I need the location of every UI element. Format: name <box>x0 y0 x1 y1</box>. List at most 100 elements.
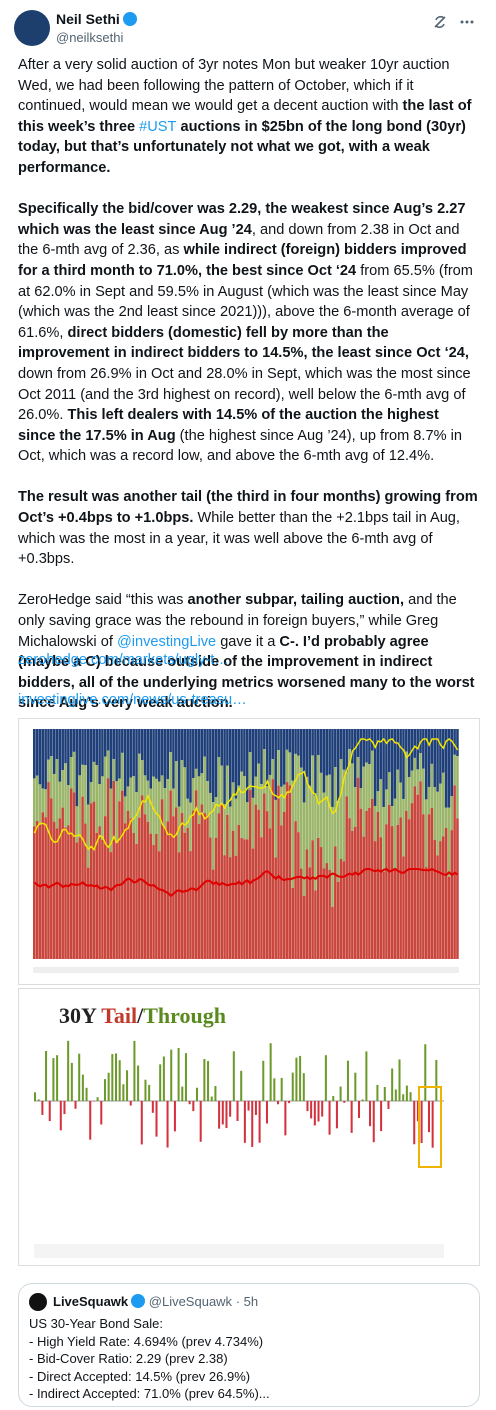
image-bar <box>345 729 348 772</box>
image-bar <box>362 766 365 837</box>
image-bar <box>353 826 357 959</box>
image-bar <box>38 729 42 785</box>
image-bar <box>246 802 249 840</box>
tweet-text: After a very solid auction of 3yr notes … <box>18 55 480 735</box>
image-bar <box>101 776 104 840</box>
image-bar <box>95 765 99 833</box>
image-bar <box>64 763 67 828</box>
image-bar <box>382 729 385 808</box>
image-bar <box>200 773 204 805</box>
image-bar <box>223 855 226 959</box>
author-name[interactable]: Neil Sethi <box>56 11 137 27</box>
quote-avatar <box>29 1293 47 1311</box>
link[interactable]: @investingLive <box>116 633 217 650</box>
link[interactable]: investinglive.com/news/us-treasu… <box>18 692 247 708</box>
image-bar <box>155 833 158 959</box>
image-bar <box>339 859 343 959</box>
text-run: The result was another tail (the third i… <box>18 489 478 527</box>
image-bar <box>209 729 212 793</box>
image-bar <box>385 789 388 825</box>
image-bar <box>370 750 374 799</box>
image-bar <box>413 1101 416 1145</box>
image-bar <box>109 788 113 853</box>
image-bar <box>268 729 272 775</box>
title-part: Tail <box>101 1003 137 1028</box>
image-bar <box>342 729 346 770</box>
tweet-actions[interactable] <box>432 14 482 30</box>
image-bar <box>192 778 195 811</box>
image-bar <box>103 1079 106 1101</box>
image-bar <box>135 729 138 793</box>
image-bar <box>138 729 141 754</box>
image-bar <box>78 775 81 838</box>
image-bar <box>348 729 351 750</box>
image-bar <box>132 729 135 777</box>
image-bar <box>55 729 59 760</box>
image-bar <box>294 729 297 754</box>
text-run: Specifically the bid/cover was 2.29, the… <box>18 201 466 238</box>
image-bar <box>160 729 164 776</box>
image-bar <box>121 752 124 791</box>
image-bar <box>47 759 50 783</box>
image-bar <box>280 729 283 787</box>
image-bar <box>380 1101 383 1132</box>
image-bar <box>334 767 337 847</box>
image-bar <box>210 1096 213 1101</box>
image-bar <box>302 1073 305 1101</box>
image-bar <box>132 776 135 834</box>
image-bar <box>427 786 431 815</box>
image-bar <box>177 1048 180 1101</box>
image-bar <box>173 1101 176 1132</box>
image-bar <box>146 729 150 781</box>
image-bar <box>123 823 127 959</box>
link[interactable]: zerohedge.com/markets/ugly-t… <box>18 652 229 668</box>
image-bar <box>140 795 144 959</box>
image-bar <box>424 867 428 959</box>
image-bar <box>424 799 428 868</box>
image-bar <box>243 839 246 959</box>
image-bar <box>260 729 263 785</box>
avatar[interactable] <box>14 10 50 46</box>
image-bar <box>321 1101 324 1117</box>
image-bar <box>237 785 241 825</box>
image-bar <box>96 1097 99 1101</box>
image-bar <box>436 855 439 959</box>
author-handle[interactable]: @neilksethi <box>56 30 124 45</box>
image-bar <box>387 1101 390 1109</box>
image-bar <box>72 729 76 752</box>
chart-image[interactable] <box>18 718 480 985</box>
image-bar <box>144 1079 147 1101</box>
name-text[interactable]: Neil Sethi <box>56 11 120 27</box>
image-bar <box>368 729 371 765</box>
image-bar <box>192 810 195 959</box>
image-bar <box>385 729 388 790</box>
quoted-tweet[interactable]: LiveSquawk @LiveSquawk · 5h US 30-Year B… <box>18 1283 480 1407</box>
image-bar <box>44 817 47 959</box>
image-bar <box>225 1101 228 1129</box>
image-bar <box>297 755 300 833</box>
image-bar <box>251 848 255 959</box>
image-bar <box>133 1040 136 1101</box>
image-bar <box>439 729 442 784</box>
image-bar <box>143 729 147 776</box>
image-bar <box>160 775 164 800</box>
link[interactable]: #UST <box>139 118 177 135</box>
chart-image[interactable]: 30Y Tail/Through <box>18 988 480 1266</box>
image-bar <box>427 814 431 959</box>
image-bar <box>388 804 391 959</box>
image-bar <box>447 876 451 959</box>
image-bar <box>436 729 439 792</box>
title-part: Through <box>143 1003 226 1028</box>
image-bar <box>226 765 229 815</box>
image-bar <box>143 775 147 815</box>
image-bar <box>81 764 84 797</box>
image-bar <box>324 1055 327 1101</box>
image-bar <box>424 729 428 800</box>
image-bar <box>346 1060 349 1101</box>
image-line <box>33 737 459 852</box>
image-bar <box>72 751 76 793</box>
image-bar <box>314 729 317 796</box>
image-bar <box>217 757 221 814</box>
image-bar <box>183 832 187 959</box>
image-bar <box>109 729 113 789</box>
